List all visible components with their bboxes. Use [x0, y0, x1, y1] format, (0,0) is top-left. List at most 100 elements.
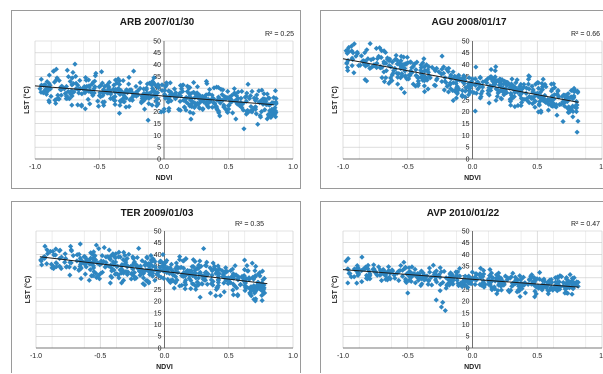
data-point — [77, 77, 83, 84]
data-point — [466, 85, 472, 92]
data-point — [508, 102, 514, 108]
data-point — [92, 84, 98, 90]
data-point — [421, 83, 427, 89]
data-point — [217, 292, 223, 299]
data-point — [351, 41, 357, 47]
data-point — [44, 88, 50, 95]
data-point — [46, 86, 52, 92]
data-point — [148, 257, 154, 263]
data-point — [82, 90, 88, 96]
data-point — [391, 67, 397, 74]
data-point — [149, 270, 156, 276]
data-point — [106, 247, 112, 253]
data-point — [528, 95, 534, 102]
data-point — [396, 268, 402, 274]
data-point — [256, 286, 263, 292]
data-point — [101, 102, 107, 108]
data-point — [215, 273, 222, 280]
data-point — [58, 92, 64, 98]
data-point — [113, 251, 119, 257]
data-point — [146, 101, 152, 107]
data-point — [358, 53, 365, 59]
data-point — [401, 89, 408, 96]
data-point — [554, 279, 560, 286]
data-point — [495, 287, 501, 294]
data-point — [133, 275, 139, 281]
data-point — [475, 86, 481, 92]
data-point — [182, 286, 188, 292]
data-point — [273, 95, 279, 102]
data-point — [514, 89, 521, 95]
y-tick-label: 40 — [462, 62, 470, 69]
y-tick-label: 10 — [462, 322, 470, 329]
data-point — [552, 84, 558, 91]
y-tick-label: 15 — [154, 310, 162, 317]
data-point — [193, 91, 200, 98]
data-point — [79, 91, 85, 97]
data-point — [508, 274, 514, 280]
data-point — [219, 91, 225, 98]
data-point — [136, 245, 142, 251]
data-point — [253, 263, 259, 269]
data-point — [493, 64, 499, 70]
data-point — [46, 72, 52, 78]
data-point — [351, 266, 357, 272]
data-point — [355, 272, 361, 278]
data-point — [204, 80, 210, 87]
data-point — [370, 56, 376, 62]
data-point — [439, 53, 445, 59]
data-point — [107, 95, 114, 102]
y-tick-label: 10 — [154, 322, 162, 329]
x-tick-label: -1.0 — [30, 353, 42, 360]
data-point — [398, 262, 404, 269]
data-point — [498, 96, 505, 102]
data-point — [110, 97, 117, 103]
y-tick-label: 5 — [466, 145, 470, 152]
trend-line — [342, 269, 579, 288]
data-point — [201, 245, 207, 252]
data-point — [67, 78, 73, 85]
x-tick-label: -0.5 — [94, 353, 106, 360]
data-point — [37, 86, 43, 92]
data-point — [244, 263, 250, 269]
y-tick-label: 15 — [153, 121, 161, 128]
y-axis-label: LST (°C) — [24, 276, 32, 304]
data-point — [408, 59, 414, 65]
y-tick-label: 20 — [154, 299, 162, 306]
data-point — [116, 110, 123, 116]
data-point — [348, 43, 355, 49]
data-point — [44, 78, 50, 85]
data-point — [51, 252, 57, 258]
data-point — [77, 241, 83, 247]
data-point — [98, 69, 105, 75]
data-point — [82, 271, 88, 277]
data-point — [197, 294, 203, 300]
data-point — [501, 92, 507, 98]
data-point — [246, 95, 253, 102]
data-point — [554, 274, 561, 280]
y-tick-label: 15 — [462, 310, 470, 317]
data-point — [214, 284, 220, 291]
data-point — [203, 92, 209, 98]
r-squared-label: R² = 0.25 — [265, 31, 294, 38]
data-point — [517, 293, 523, 300]
data-point — [216, 110, 222, 116]
data-point — [162, 84, 169, 90]
data-point — [367, 276, 373, 282]
data-point — [574, 129, 580, 135]
data-point — [69, 102, 75, 108]
data-point — [41, 82, 47, 88]
data-point — [184, 88, 190, 95]
data-point — [548, 81, 554, 87]
data-point — [211, 85, 217, 91]
y-tick-label: 5 — [157, 145, 161, 152]
data-point — [53, 264, 60, 270]
data-point — [230, 292, 237, 298]
chart-ter: 05101520253035404550-1.0-0.50.00.51.0TER… — [24, 208, 298, 371]
data-point — [560, 118, 566, 125]
data-point — [180, 88, 186, 95]
data-point — [570, 114, 576, 120]
data-point — [247, 108, 253, 114]
data-point — [108, 265, 114, 271]
x-tick-label: -1.0 — [337, 164, 349, 171]
